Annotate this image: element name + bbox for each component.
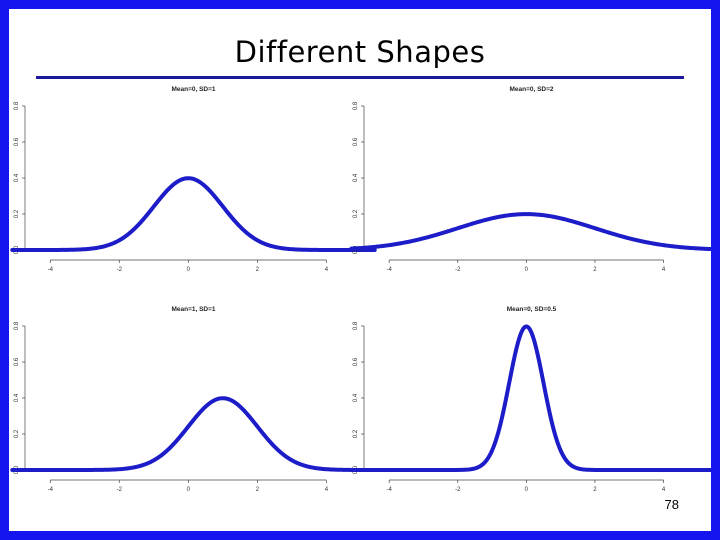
x-tick-label: -4 <box>386 267 392 273</box>
x-tick-label: 2 <box>256 267 260 273</box>
y-tick-label: 0.8 <box>14 101 20 110</box>
density-curve <box>349 212 711 252</box>
x-tick-label: 4 <box>325 267 329 273</box>
y-tick-label: 0.2 <box>353 209 359 218</box>
y-tick-label: 0.8 <box>353 101 359 110</box>
x-tick-label: 0 <box>187 487 191 493</box>
x-tick-label: -4 <box>386 487 392 493</box>
x-tick-label: -2 <box>117 487 123 493</box>
plot-panel-4: Mean=0, SD=0.50.00.20.40.60.8-4 -2 0 2 4 <box>349 306 711 493</box>
x-tick-label: 4 <box>325 487 329 493</box>
y-tick-label: 0.6 <box>14 357 20 366</box>
x-tick-label: 4 <box>662 267 666 273</box>
x-tick-label: 2 <box>593 267 597 273</box>
plot-title: Mean=1, SD=1 <box>171 306 215 313</box>
y-tick-label: 0.6 <box>14 137 20 146</box>
plot-title: Mean=0, SD=2 <box>509 86 553 93</box>
x-tick-label: -2 <box>455 487 461 493</box>
y-tick-label: 0.4 <box>353 173 359 182</box>
density-curve <box>10 176 377 252</box>
plot-title: Mean=0, SD=0.5 <box>507 306 557 313</box>
x-tick-label: 0 <box>525 487 529 493</box>
y-tick-label: 0.4 <box>353 393 359 402</box>
y-tick-label: 0.4 <box>14 393 20 402</box>
x-tick-label: 0 <box>525 267 529 273</box>
x-tick-label: -4 <box>48 267 54 273</box>
y-tick-label: 0.2 <box>353 429 359 438</box>
x-tick-label: -2 <box>117 267 123 273</box>
y-tick-label: 0.4 <box>14 173 20 182</box>
plot-panel-2: Mean=0, SD=20.00.20.40.60.8-4 -2 0 2 4 <box>349 86 711 273</box>
title-rule <box>36 76 684 79</box>
x-tick-label: 2 <box>256 487 260 493</box>
y-tick-label: 0.6 <box>353 137 359 146</box>
y-tick-label: 0.8 <box>14 321 20 330</box>
x-tick-label: 0 <box>187 267 191 273</box>
density-curve <box>10 396 377 472</box>
density-curve <box>349 324 711 472</box>
x-tick-label: -4 <box>48 487 54 493</box>
plot-panel-1: Mean=0, SD=10.00.20.40.60.8-4 -2 0 2 4 <box>10 86 377 273</box>
y-tick-label: 0.8 <box>353 321 359 330</box>
plot-panel-3: Mean=1, SD=10.00.20.40.60.8-4 -2 0 2 4 <box>10 306 377 493</box>
x-tick-label: -2 <box>455 267 461 273</box>
plot-title: Mean=0, SD=1 <box>171 86 215 93</box>
page-number: 78 <box>664 497 679 512</box>
y-tick-label: 0.2 <box>14 429 20 438</box>
y-tick-label: 0.2 <box>14 209 20 218</box>
normal-curve-plots: Mean=0, SD=10.00.20.40.60.8-4 -2 0 2 4Mean=0… <box>10 86 711 493</box>
x-tick-label: 2 <box>593 487 597 493</box>
slide-title: Different Shapes <box>234 35 486 69</box>
y-tick-label: 0.6 <box>353 357 359 366</box>
x-tick-label: 4 <box>662 487 666 493</box>
